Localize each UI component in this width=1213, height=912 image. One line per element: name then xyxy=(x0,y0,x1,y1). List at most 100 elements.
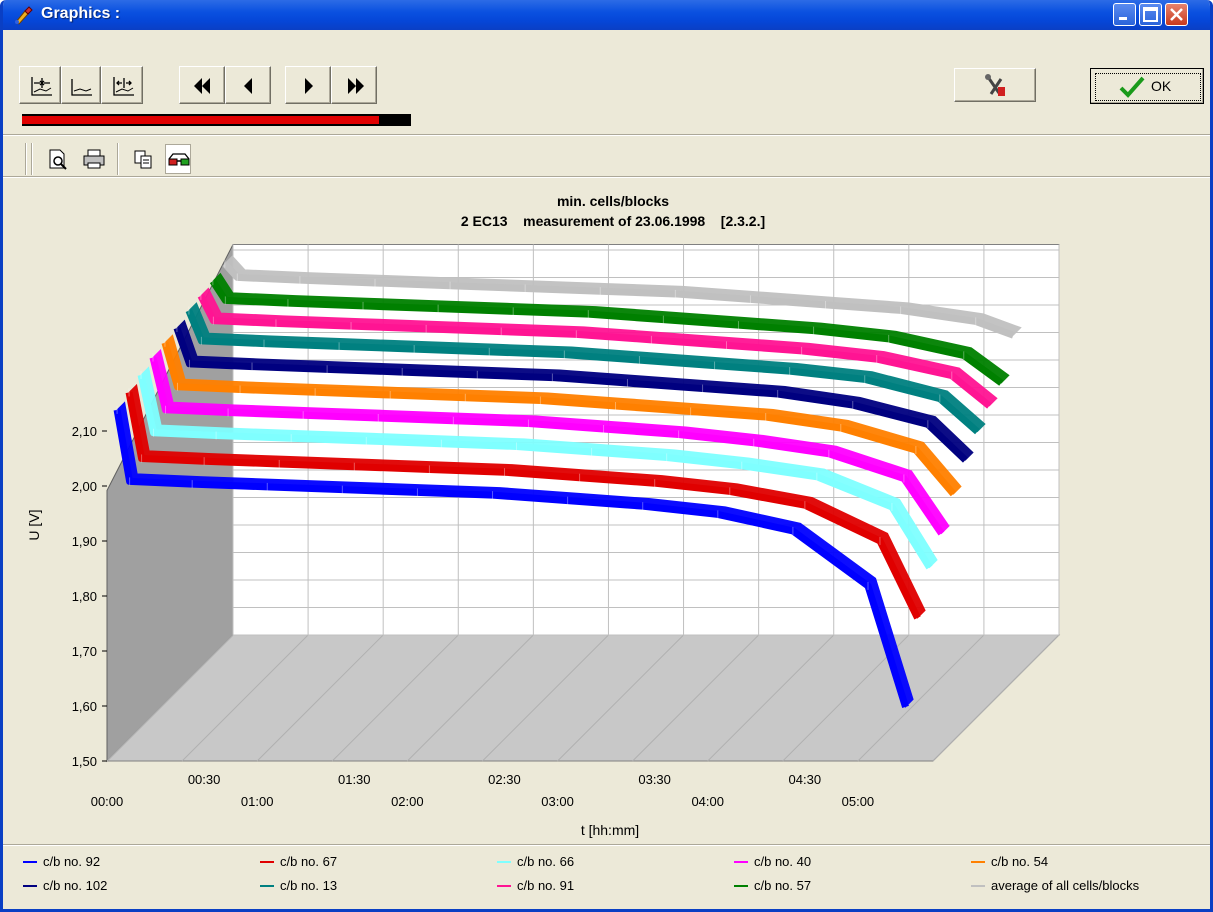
ok-button[interactable]: OK xyxy=(1090,68,1204,104)
y-axis-label: U [V] xyxy=(26,509,42,540)
tools-button[interactable] xyxy=(954,68,1036,102)
legend-label: c/b no. 13 xyxy=(280,878,338,893)
x-tick-label: 00:00 xyxy=(91,794,124,809)
copy-button[interactable] xyxy=(131,144,157,174)
chart-subtitle: 2 EC13 measurement of 23.06.1998 [2.3.2.… xyxy=(461,213,765,229)
legend-label: c/b no. 40 xyxy=(754,854,812,869)
floor-grid-line xyxy=(932,634,1060,762)
reset-zoom-button[interactable] xyxy=(61,66,101,104)
print-preview-button[interactable] xyxy=(45,144,71,174)
chart-separator xyxy=(3,176,1210,178)
3d-view-button[interactable] xyxy=(165,144,191,174)
x-tick-label: 02:30 xyxy=(488,772,521,787)
tools-icon xyxy=(985,74,1005,96)
series-line-c-b-no-91 xyxy=(197,294,992,409)
floor-grid-line xyxy=(331,634,459,762)
x-tick-label: 02:00 xyxy=(391,794,424,809)
voltage-chart: min. cells/blocks 2 EC13 measurement of … xyxy=(26,193,1061,838)
floor-grid-line xyxy=(106,634,234,762)
legend-label: c/b no. 91 xyxy=(517,878,575,893)
progress-bar xyxy=(22,114,411,126)
zoom-out-x-icon xyxy=(113,77,134,96)
toolbar-grip[interactable] xyxy=(25,143,27,175)
minimize-icon xyxy=(1119,17,1127,20)
floor-grid-line xyxy=(482,634,609,762)
close-icon xyxy=(1170,8,1183,21)
legend-label: c/b no. 57 xyxy=(754,878,812,893)
double-right-arrow-icon xyxy=(348,78,364,94)
legend-separator xyxy=(3,844,1210,846)
legend-swatch xyxy=(971,885,985,887)
legend-label: c/b no. 67 xyxy=(280,854,338,869)
legend-swatch xyxy=(497,861,511,863)
title-bar[interactable]: Graphics : xyxy=(3,0,1210,30)
x-tick-label: 01:30 xyxy=(338,772,371,787)
printer-icon xyxy=(83,149,105,169)
y-tick-label: 1,50 xyxy=(72,754,97,769)
double-left-arrow-icon xyxy=(194,78,210,94)
series-line-c-b-no-13 xyxy=(185,309,980,435)
y-tick-label: 1,80 xyxy=(72,589,97,604)
3d-glasses-icon xyxy=(168,153,190,166)
chart-legend: c/b no. 92 c/b no. 67 c/b no. 66 c/b no. 40… xyxy=(3,848,1210,906)
series-line-c-b-no-92 xyxy=(113,409,909,708)
chart-area: min. cells/blocks 2 EC13 measurement of … xyxy=(3,180,1210,844)
toolbar-separator xyxy=(3,134,1210,136)
reset-zoom-icon xyxy=(71,79,92,96)
x-tick-label: 03:30 xyxy=(638,772,671,787)
window-title: Graphics : xyxy=(41,5,121,22)
x-tick-label: 04:30 xyxy=(789,772,822,787)
series-line-c-b-no-67 xyxy=(125,391,921,620)
series-line-c-b-no-54 xyxy=(161,341,957,497)
x-tick-label: 03:00 xyxy=(541,794,574,809)
minimize-button[interactable] xyxy=(1113,3,1136,26)
legend-label: average of all cells/blocks xyxy=(991,878,1140,893)
series-line-c-b-no-57 xyxy=(209,279,1004,386)
legend-swatch xyxy=(734,885,748,887)
y-tick-label: 2,00 xyxy=(72,479,97,494)
y-tick-label: 1,70 xyxy=(72,644,97,659)
series-line-average-of-all-cells-blocks xyxy=(222,261,1015,339)
x-tick-label: 04:00 xyxy=(691,794,724,809)
checkmark-icon xyxy=(1119,76,1145,98)
y-tick-label: 1,90 xyxy=(72,534,97,549)
series-line-c-b-no-102 xyxy=(173,326,968,463)
x-tick-label: 01:00 xyxy=(241,794,274,809)
floor-grid-line xyxy=(857,634,985,762)
y-tick-label: 2,10 xyxy=(72,424,97,439)
series-line-c-b-no-40 xyxy=(149,356,945,536)
first-button[interactable] xyxy=(179,66,225,104)
legend-swatch xyxy=(23,861,37,863)
legend-swatch xyxy=(971,861,985,863)
zoom-in-x-icon xyxy=(31,77,52,96)
zoom-in-x-button[interactable] xyxy=(19,66,61,104)
x-tick-label: 00:30 xyxy=(188,772,221,787)
ok-label: OK xyxy=(1151,78,1172,94)
print-button[interactable] xyxy=(81,144,107,174)
x-tick-label: 05:00 xyxy=(842,794,875,809)
left-arrow-icon xyxy=(244,78,252,94)
zoom-out-x-button[interactable] xyxy=(101,66,143,104)
legend-label: c/b no. 92 xyxy=(43,854,101,869)
floor-grid-line xyxy=(407,634,534,762)
print-preview-icon xyxy=(49,149,67,170)
close-button[interactable] xyxy=(1165,3,1188,26)
graphics-app-icon xyxy=(15,6,33,25)
progress-fill xyxy=(22,116,380,124)
next-button[interactable] xyxy=(285,66,331,104)
maximize-button[interactable] xyxy=(1139,3,1162,26)
legend-swatch xyxy=(23,885,37,887)
legend-swatch xyxy=(260,885,274,887)
y-tick-label: 1,60 xyxy=(72,699,97,714)
right-arrow-icon xyxy=(305,78,313,94)
previous-button[interactable] xyxy=(225,66,271,104)
toolbar-grip-2[interactable] xyxy=(31,143,33,175)
last-button[interactable] xyxy=(331,66,377,104)
legend-label: c/b no. 54 xyxy=(991,854,1049,869)
series-line-c-b-no-66 xyxy=(137,374,933,570)
floor-grid-line xyxy=(181,634,309,762)
x-axis-label: t [hh:mm] xyxy=(581,822,639,838)
legend-swatch xyxy=(734,861,748,863)
floor-grid-line xyxy=(632,634,759,762)
